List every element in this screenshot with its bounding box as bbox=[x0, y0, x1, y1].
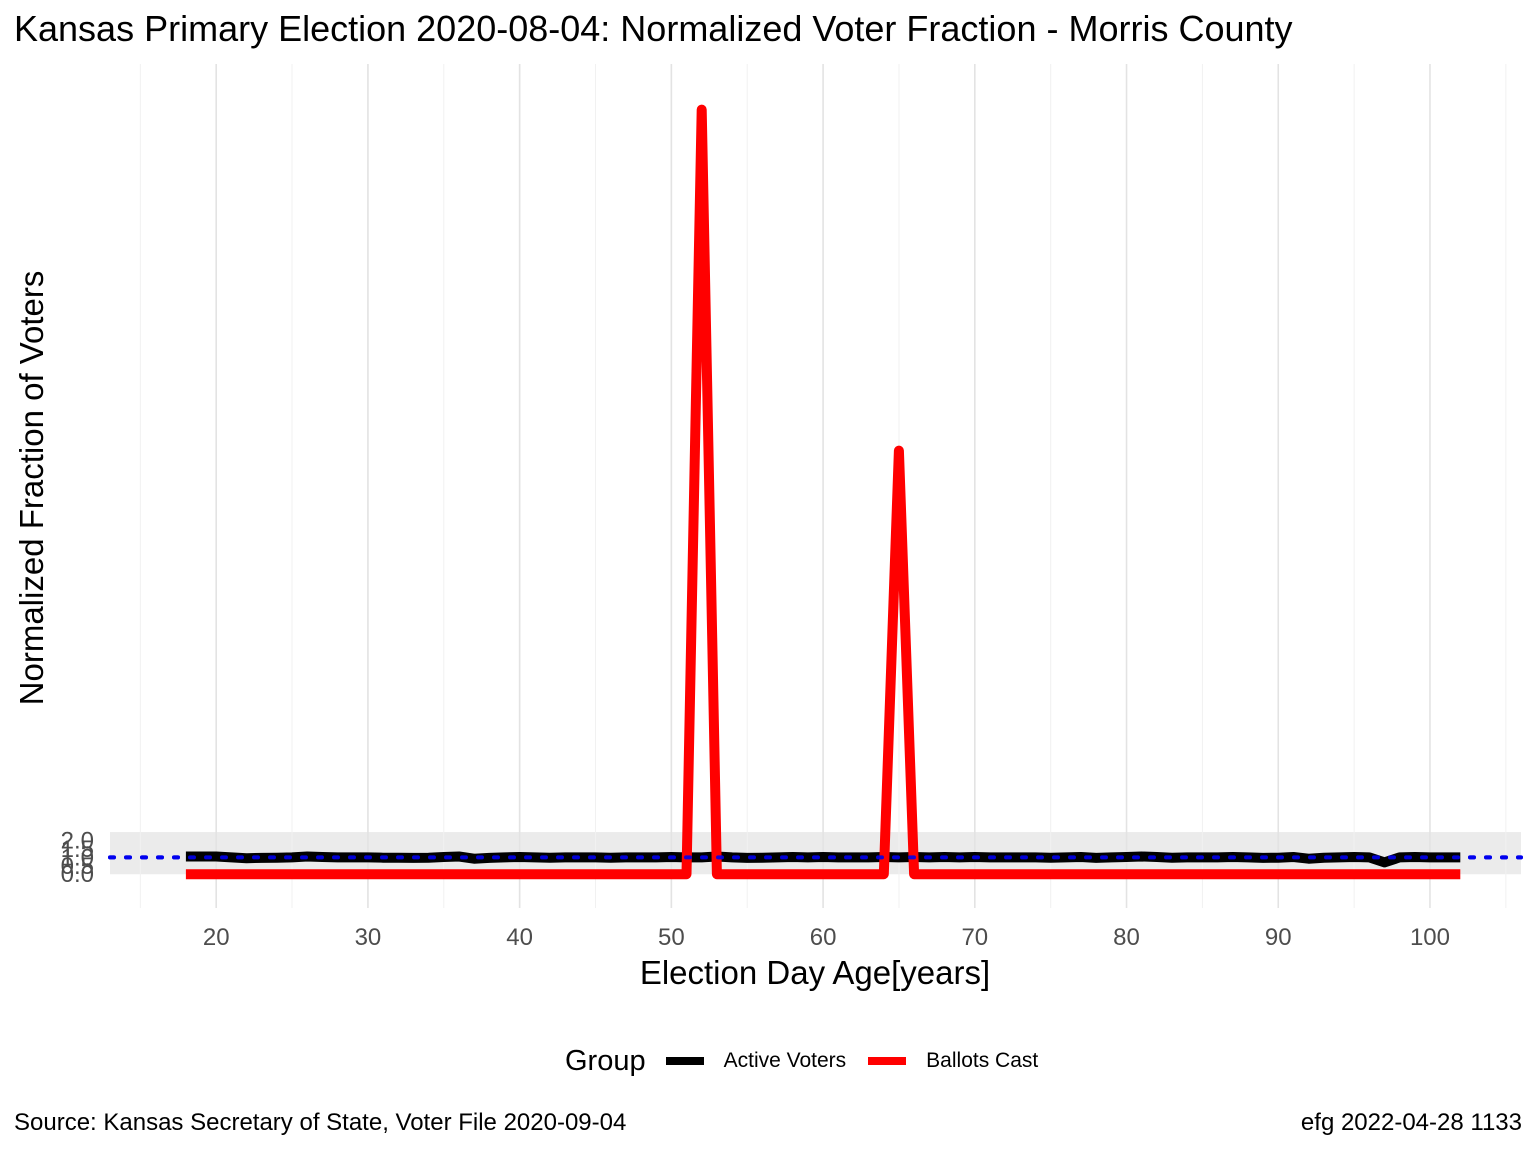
legend: Group Active Voters Ballots Cast bbox=[565, 1043, 1060, 1079]
legend-item-ballots-cast: Ballots Cast bbox=[868, 1049, 1038, 1073]
y-tick-label: 0.0 bbox=[61, 861, 94, 888]
series-line-ballots-cast bbox=[185, 104, 1461, 880]
x-tick-label: 60 bbox=[810, 924, 837, 951]
x-tick-label: 80 bbox=[1113, 924, 1140, 951]
x-tick-label: 70 bbox=[961, 924, 988, 951]
x-tick-label: 90 bbox=[1265, 924, 1292, 951]
legend-label-ballots-cast: Ballots Cast bbox=[926, 1049, 1039, 1072]
y-tick-label: 2.0 bbox=[61, 827, 94, 854]
y-tick-label: 1.5 bbox=[61, 836, 94, 863]
series-line-active-voters bbox=[185, 851, 1461, 868]
legend-label-active-voters: Active Voters bbox=[723, 1049, 847, 1072]
x-tick-label: 20 bbox=[203, 924, 230, 951]
legend-key-ballots-cast bbox=[868, 1057, 907, 1065]
x-tick-label: 30 bbox=[355, 924, 382, 951]
y-tick-label: 1.0 bbox=[61, 844, 94, 871]
legend-title: Group bbox=[565, 1044, 646, 1077]
author-stamp: efg 2022-04-28 1133 bbox=[1300, 1109, 1522, 1136]
chart-title: Kansas Primary Election 2020-08-04: Norm… bbox=[14, 8, 1293, 49]
legend-key-active-voters bbox=[665, 1057, 704, 1065]
legend-item-active-voters: Active Voters bbox=[665, 1049, 847, 1073]
x-tick-label: 100 bbox=[1410, 924, 1450, 951]
x-tick-label: 40 bbox=[506, 924, 533, 951]
x-axis-label: Election Day Age[years] bbox=[639, 954, 991, 991]
y-tick-label: 0.5 bbox=[61, 853, 94, 880]
y-axis-label: Normalized Fraction of Voters bbox=[13, 270, 50, 706]
source-note: Source: Kansas Secretary of State, Voter… bbox=[14, 1109, 627, 1136]
x-tick-label: 50 bbox=[658, 924, 685, 951]
